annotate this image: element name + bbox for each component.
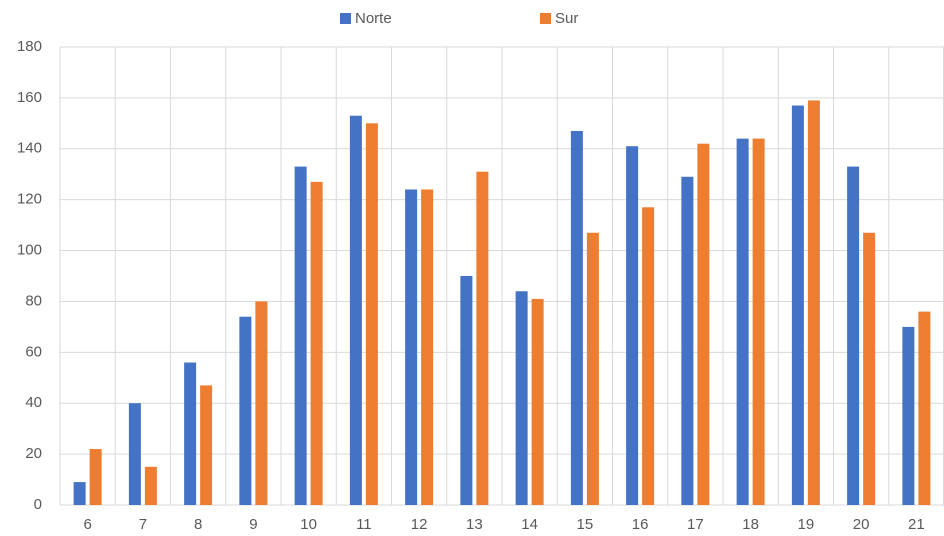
bar xyxy=(697,143,710,505)
y-tick-label: 0 xyxy=(34,496,42,513)
legend-label: Norte xyxy=(355,10,392,27)
x-tick-label: 19 xyxy=(798,516,815,533)
bar xyxy=(144,466,157,505)
bar xyxy=(365,123,378,505)
x-tick-label: 11 xyxy=(356,516,372,533)
bar xyxy=(239,316,252,505)
bar xyxy=(626,146,639,505)
bar xyxy=(531,298,544,505)
x-tick-label: 9 xyxy=(249,516,257,533)
x-tick-label: 17 xyxy=(687,516,704,533)
bar xyxy=(515,291,528,505)
bar xyxy=(255,301,268,505)
x-tick-label: 18 xyxy=(742,516,759,533)
x-tick-label: 13 xyxy=(466,516,483,533)
bar xyxy=(294,166,307,506)
x-tick-label: 16 xyxy=(632,516,649,533)
bar xyxy=(349,115,362,505)
bar xyxy=(736,138,749,505)
x-tick-label: 8 xyxy=(194,516,202,533)
bar xyxy=(184,362,197,505)
bar xyxy=(460,276,473,505)
bar xyxy=(476,171,489,505)
legend-swatch xyxy=(540,13,551,24)
bar xyxy=(128,403,141,505)
bar xyxy=(73,482,86,505)
bar xyxy=(586,232,599,505)
bar xyxy=(752,138,765,505)
y-tick-label: 140 xyxy=(17,140,42,157)
bar xyxy=(421,189,434,505)
bar xyxy=(863,232,876,505)
bar xyxy=(310,181,323,505)
x-tick-label: 12 xyxy=(411,516,428,533)
bar xyxy=(902,326,915,505)
y-tick-label: 120 xyxy=(17,191,42,208)
x-tick-label: 7 xyxy=(139,516,147,533)
x-tick-label: 10 xyxy=(300,516,317,533)
x-tick-label: 15 xyxy=(577,516,594,533)
y-tick-label: 80 xyxy=(25,292,42,309)
x-tick-label: 21 xyxy=(908,516,925,533)
x-tick-label: 14 xyxy=(521,516,538,533)
y-tick-label: 60 xyxy=(25,343,42,360)
y-tick-label: 180 xyxy=(17,38,42,55)
y-tick-label: 40 xyxy=(25,394,42,411)
bar xyxy=(918,311,931,505)
legend-swatch xyxy=(340,13,351,24)
bar xyxy=(847,166,860,506)
bar xyxy=(570,130,583,505)
bar xyxy=(642,207,655,506)
bar xyxy=(791,105,804,506)
y-tick-label: 100 xyxy=(17,242,42,259)
y-tick-label: 20 xyxy=(25,445,42,462)
x-tick-label: 20 xyxy=(853,516,870,533)
bar xyxy=(405,189,418,505)
bar xyxy=(89,449,102,505)
y-tick-label: 160 xyxy=(17,89,42,106)
bar xyxy=(200,385,213,505)
legend-label: Sur xyxy=(555,10,578,27)
bar xyxy=(681,176,694,505)
bar xyxy=(807,100,820,505)
x-tick-label: 6 xyxy=(83,516,91,533)
